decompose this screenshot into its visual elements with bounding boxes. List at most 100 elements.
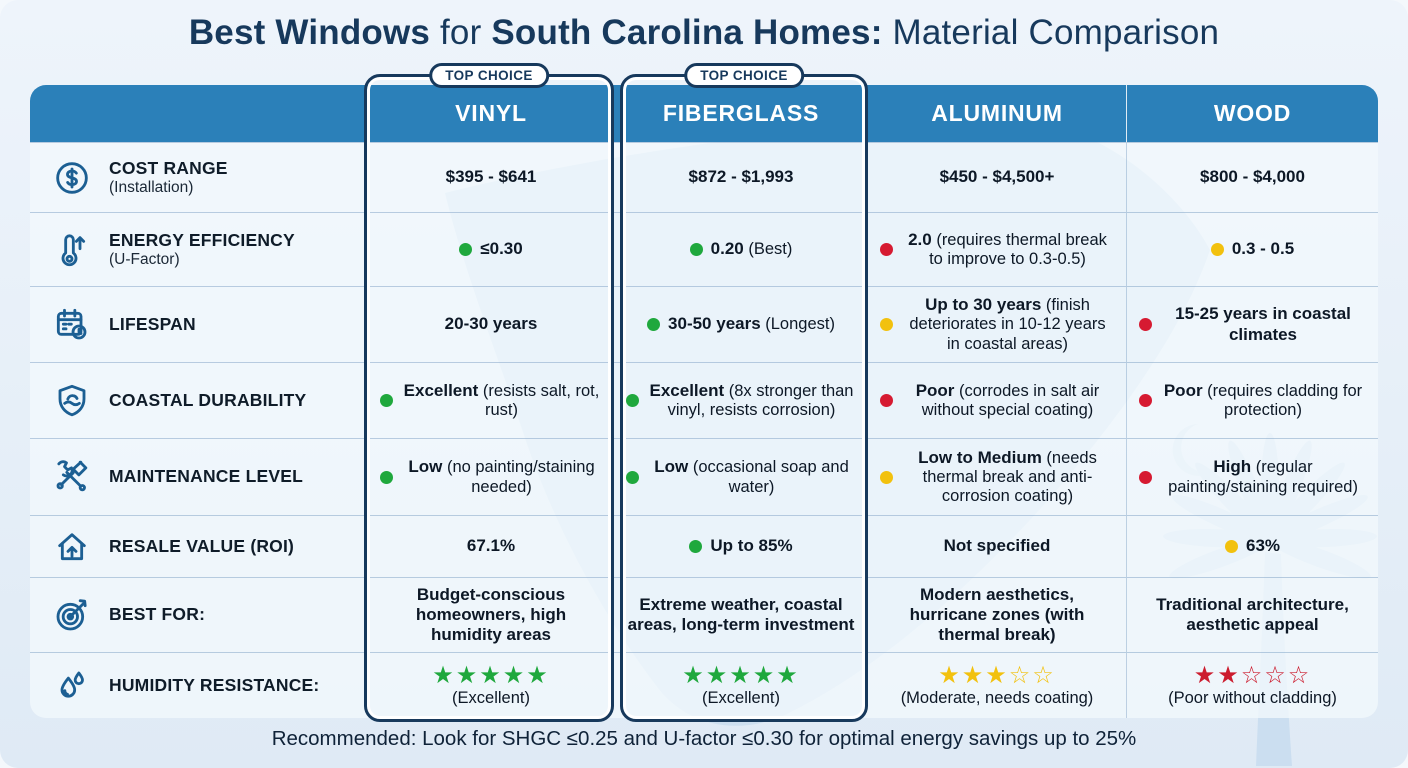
- cell-humidity-fiberglass: ★★★★★ (Excellent): [614, 652, 868, 718]
- row-subtitle: (U-Factor): [109, 250, 180, 268]
- row-label-humidity-resistance: HUMIDITY RESISTANCE:: [30, 652, 368, 718]
- status-dot: [647, 318, 661, 331]
- status-dot: [1224, 540, 1238, 553]
- status-dot: [880, 243, 893, 256]
- status-dot: [880, 318, 893, 331]
- cell-coastal-fiberglass: Excellent (8x stronger than vinyl, resis…: [614, 362, 868, 438]
- header-spacer: [30, 85, 368, 142]
- column-header-vinyl: VINYL: [368, 85, 614, 142]
- comparison-table: VINYL FIBERGLASS ALUMINUM WOOD COST RANG…: [30, 85, 1378, 718]
- cell-bestfor-wood: Traditional architecture, aesthetic appe…: [1126, 577, 1378, 652]
- house-arrow-icon: [58, 532, 86, 560]
- cell-humidity-aluminum: ★★★☆☆ (Moderate, needs coating): [868, 652, 1126, 718]
- star-caption: (Moderate, needs coating): [900, 689, 1094, 708]
- cell-cost-wood: $800 - $4,000: [1126, 142, 1378, 212]
- cell-bestfor-vinyl: Budget-conscious homeowners, high humidi…: [368, 577, 614, 652]
- row-title: COST RANGE: [109, 158, 228, 179]
- status-dot: [1139, 470, 1152, 484]
- cell-coastal-wood: Poor (requires cladding for protection): [1126, 362, 1378, 438]
- cell-maintenance-fiberglass: Low (occasional soap and water): [614, 438, 868, 515]
- cell-resale-aluminum: Not specified: [868, 515, 1126, 577]
- thermometer-up-icon: [61, 233, 86, 266]
- cell-lifespan-aluminum: Up to 30 years (finish deteriorates in 1…: [868, 286, 1126, 362]
- status-dot: [1139, 394, 1152, 407]
- shield-wave-icon: [58, 384, 86, 416]
- cell-maintenance-aluminum: Low to Medium (needs thermal break and a…: [868, 438, 1126, 515]
- row-label-resale-value: RESALE VALUE (ROI): [30, 515, 368, 577]
- row-label-maintenance-level: MAINTENANCE LEVEL: [30, 438, 368, 515]
- cell-energy-vinyl: ≤0.30: [368, 212, 614, 286]
- cell-energy-wood: 0.3 - 0.5: [1126, 212, 1378, 286]
- cell-humidity-vinyl: ★★★★★ (Excellent): [368, 652, 614, 718]
- star-rating: ★★★★★: [682, 660, 800, 689]
- row-label-best-for: BEST FOR:: [30, 577, 368, 652]
- status-dot: [880, 394, 893, 407]
- cell-lifespan-fiberglass: 30-50 years (Longest): [614, 286, 868, 362]
- calendar-clock-icon: [56, 308, 87, 339]
- cell-maintenance-vinyl: Low (no painting/staining needed): [368, 438, 614, 515]
- title-seg-4: Material Comparison: [882, 13, 1220, 52]
- cell-coastal-aluminum: Poor (corrodes in salt air without speci…: [868, 362, 1126, 438]
- cell-energy-aluminum: 2.0 (requires thermal break to improve t…: [868, 212, 1126, 286]
- row-label-cost-range: COST RANGE (Installation): [30, 142, 368, 212]
- status-dot: [880, 470, 893, 484]
- status-dot: [1210, 243, 1224, 256]
- row-title: ENERGY EFFICIENCY: [109, 230, 295, 251]
- column-header-aluminum: ALUMINUM: [868, 85, 1126, 142]
- row-label-lifespan: LIFESPAN: [30, 286, 368, 362]
- status-dot: [459, 243, 473, 256]
- wrench-brush-icon: [56, 460, 88, 492]
- column-header-vinyl-label: VINYL: [455, 100, 527, 126]
- cell-energy-fiberglass: 0.20 (Best): [614, 212, 868, 286]
- status-dot: [626, 394, 639, 407]
- row-title: BEST FOR:: [109, 604, 206, 625]
- status-dot: [1139, 318, 1152, 331]
- cell-coastal-vinyl: Excellent (resists salt, rot, rust): [368, 362, 614, 438]
- cell-cost-vinyl: $395 - $641: [368, 142, 614, 212]
- column-header-fiberglass-label: FIBERGLASS: [662, 100, 820, 126]
- star-caption: (Excellent): [702, 689, 780, 708]
- status-dot: [380, 470, 393, 484]
- cell-maintenance-wood: High (regular painting/staining required…: [1126, 438, 1378, 515]
- title-seg-1: Best Windows: [188, 13, 431, 52]
- row-title: MAINTENANCE LEVEL: [109, 466, 303, 487]
- cell-lifespan-wood: 15-25 years in coastal climates: [1126, 286, 1378, 362]
- cell-resale-vinyl: 67.1%: [368, 515, 614, 577]
- dollar-circle-icon: [56, 161, 88, 194]
- status-dot: [689, 540, 703, 553]
- column-header-fiberglass: FIBERGLASS: [614, 85, 868, 142]
- row-title: HUMIDITY RESISTANCE:: [109, 674, 320, 695]
- row-label-energy-efficiency: ENERGY EFFICIENCY (U-Factor): [30, 212, 368, 286]
- column-header-wood-label: WOOD: [1213, 100, 1292, 126]
- status-dot: [380, 394, 393, 407]
- cell-humidity-wood: ★★☆☆☆ (Poor without cladding): [1126, 652, 1378, 718]
- cell-cost-aluminum: $450 - $4,500+: [868, 142, 1126, 212]
- cell-resale-fiberglass: Up to 85%: [614, 515, 868, 577]
- target-arrow-icon: [56, 599, 87, 631]
- cell-bestfor-aluminum: Modern aesthetics, hurricane zones (with…: [868, 577, 1126, 652]
- row-subtitle: (Installation): [109, 178, 194, 196]
- title-seg-2: for: [430, 13, 492, 52]
- cell-resale-wood: 63%: [1126, 515, 1378, 577]
- page-title: Best Windows for South Carolina Homes: M…: [0, 13, 1408, 53]
- row-title: LIFESPAN: [109, 313, 196, 334]
- row-title: RESALE VALUE (ROI): [109, 535, 295, 556]
- title-seg-3: South Carolina Homes:: [491, 13, 883, 52]
- row-title: COASTAL DURABILITY: [109, 389, 307, 410]
- cell-bestfor-fiberglass: Extreme weather, coastal areas, long-ter…: [614, 577, 868, 652]
- status-dot: [689, 243, 703, 256]
- water-drops-icon: [60, 671, 84, 698]
- column-header-aluminum-label: ALUMINUM: [931, 100, 1063, 126]
- star-caption: (Poor without cladding): [1168, 689, 1337, 708]
- status-dot: [626, 470, 639, 484]
- star-rating: ★★★★★: [432, 660, 550, 689]
- star-rating: ★★☆☆☆: [1193, 660, 1312, 689]
- cell-lifespan-vinyl: 20-30 years: [368, 286, 614, 362]
- star-caption: (Excellent): [452, 689, 530, 708]
- star-rating: ★★★☆☆: [938, 660, 1056, 689]
- row-label-coastal-durability: COASTAL DURABILITY: [30, 362, 368, 438]
- cell-cost-fiberglass: $872 - $1,993: [614, 142, 868, 212]
- column-header-wood: WOOD: [1126, 85, 1378, 142]
- footer-recommendation: Recommended: Look for SHGC ≤0.25 and U-f…: [271, 727, 1137, 750]
